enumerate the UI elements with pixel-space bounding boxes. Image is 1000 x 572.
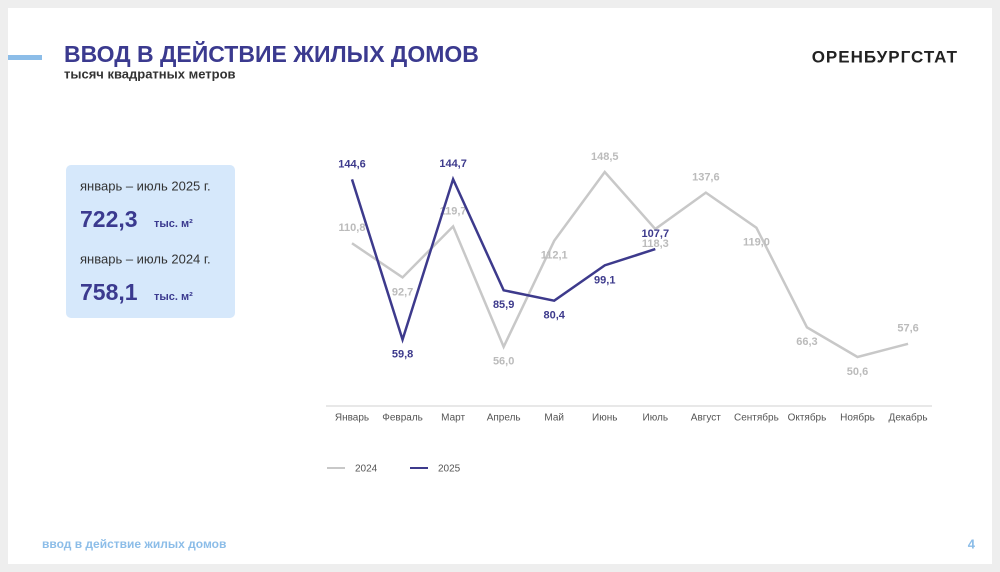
x-tick-label: Январь	[335, 413, 369, 424]
summary-value: 758,1	[80, 279, 138, 305]
data-label: 119,7	[440, 205, 467, 217]
line-series	[351, 170, 909, 359]
x-tick-label: Июнь	[592, 413, 617, 424]
x-tick-label: Февраль	[382, 413, 423, 424]
legend-label: 2025	[438, 464, 461, 475]
footer-text: ввод в действие жилых домов	[42, 537, 226, 551]
x-tick-label: Май	[544, 413, 564, 424]
x-tick-label: Июль	[643, 413, 669, 424]
summary-unit: тыс. м²	[154, 291, 193, 303]
x-tick-label: Ноябрь	[840, 412, 875, 424]
data-label: 144,6	[338, 158, 366, 170]
line-series	[350, 175, 656, 344]
x-tick-label: Апрель	[487, 413, 521, 424]
logo: ОРЕНБУРГСТАТ	[812, 47, 958, 66]
data-label: 59,8	[392, 349, 413, 361]
data-label: 137,6	[692, 172, 720, 184]
data-label: 144,7	[439, 158, 467, 170]
data-label: 80,4	[543, 310, 565, 322]
data-label: 56,0	[493, 356, 514, 368]
summary-unit: тыс. м²	[154, 218, 193, 230]
data-label: 99,1	[594, 274, 615, 286]
data-label: 66,3	[796, 336, 817, 348]
summary-period: январь – июль 2024 г.	[80, 251, 211, 266]
x-tick-label: Сентябрь	[734, 412, 779, 424]
x-tick-label: Август	[691, 413, 722, 424]
x-tick-label: Декабрь	[889, 412, 928, 424]
data-label: 85,9	[493, 299, 514, 311]
data-label: 107,7	[642, 228, 670, 240]
data-label: 92,7	[392, 286, 413, 298]
data-label: 148,5	[591, 151, 619, 163]
x-tick-label: Март	[441, 413, 465, 424]
legend-label: 2024	[355, 464, 378, 475]
data-label: 57,6	[897, 323, 918, 335]
accent-bar	[8, 55, 42, 60]
page-number: 4	[968, 536, 976, 551]
summary-value: 722,3	[80, 206, 138, 232]
subtitle: тысяч квадратных метров	[64, 66, 236, 81]
summary-period: январь – июль 2025 г.	[80, 178, 211, 193]
data-label: 110,8	[339, 222, 366, 234]
data-label: 112,1	[541, 250, 568, 262]
title: ВВОД В ДЕЙСТВИЕ ЖИЛЫХ ДОМОВ	[64, 40, 479, 67]
data-label: 118,3	[642, 238, 669, 250]
data-label: 50,6	[847, 366, 868, 378]
data-label: 119,0	[743, 237, 770, 249]
summary-panel	[66, 165, 235, 318]
x-tick-label: Октябрь	[788, 412, 827, 424]
